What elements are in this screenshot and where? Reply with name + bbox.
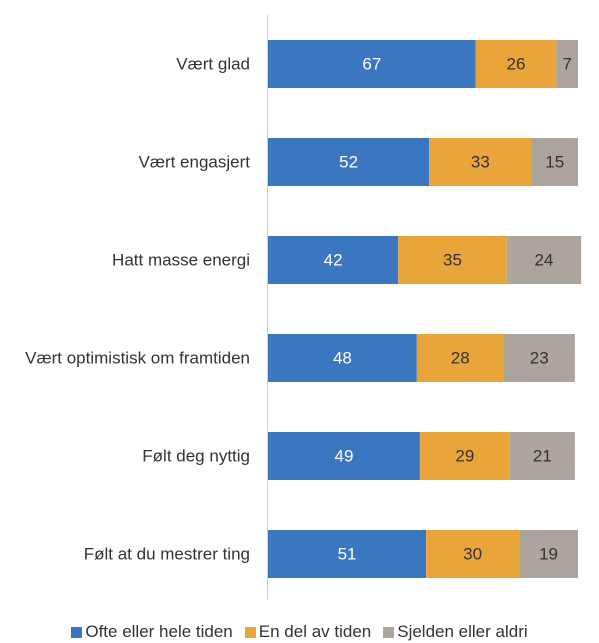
bar-segment xyxy=(419,432,510,480)
bar-segment xyxy=(509,432,575,480)
bar-segment xyxy=(268,334,417,382)
value-label: 51 xyxy=(338,544,357,563)
bar-segment xyxy=(531,138,578,186)
value-label: 15 xyxy=(545,152,564,171)
legend-label: Sjelden eller aldri xyxy=(397,622,528,641)
bar-segment xyxy=(268,530,427,578)
bar-segment xyxy=(268,40,476,88)
value-label: 33 xyxy=(471,152,490,171)
value-label: 67 xyxy=(362,54,381,73)
bar-segment xyxy=(429,138,532,186)
category-label: Følt at du mestrer ting xyxy=(83,544,250,564)
value-label: 48 xyxy=(333,348,352,367)
value-label: 49 xyxy=(334,446,353,465)
category-label: Vært optimistisk om framtiden xyxy=(25,348,250,368)
value-label: 23 xyxy=(530,348,549,367)
legend-item: Sjelden eller aldri xyxy=(383,622,528,642)
category-label: Vært glad xyxy=(176,54,250,74)
value-label: 28 xyxy=(451,348,470,367)
legend-item: En del av tiden xyxy=(244,622,372,642)
bar-segment xyxy=(398,236,507,284)
value-label: 29 xyxy=(455,446,474,465)
bar-segment xyxy=(268,432,420,480)
plot: 67 26 7 52 33 15 42 35 24 48 28 23 49 29 21 51 30 19 xyxy=(267,15,582,600)
legend-swatch xyxy=(71,626,83,638)
legend-swatch xyxy=(383,626,395,638)
value-label: 21 xyxy=(533,446,552,465)
legend: Ofte eller hele tiden En del av tiden Sjel… xyxy=(0,622,599,642)
bar-segment xyxy=(268,236,399,284)
value-label: 24 xyxy=(534,250,553,269)
value-label: 42 xyxy=(324,250,343,269)
legend-label: Ofte eller hele tiden xyxy=(85,622,233,641)
value-label: 19 xyxy=(539,544,558,563)
value-label: 52 xyxy=(339,152,358,171)
bar-segment xyxy=(426,530,520,578)
bar-segment xyxy=(475,40,557,88)
category-label: Følt deg nyttig xyxy=(142,446,250,466)
value-label: 30 xyxy=(463,544,482,563)
category-label: Vært engasjert xyxy=(138,152,251,172)
bar-segment xyxy=(519,530,578,578)
legend-item: Ofte eller hele tiden xyxy=(71,622,233,642)
value-label: 7 xyxy=(562,54,571,73)
legend-swatch xyxy=(244,626,256,638)
bar-segment xyxy=(556,40,578,88)
bar-segment xyxy=(268,138,430,186)
bar-segment xyxy=(506,236,582,284)
legend-label: En del av tiden xyxy=(258,622,372,641)
bar-segment xyxy=(503,334,575,382)
bar-segment xyxy=(416,334,504,382)
value-label: 26 xyxy=(507,54,526,73)
value-label: 35 xyxy=(443,250,462,269)
category-label: Hatt masse energi xyxy=(112,250,250,270)
